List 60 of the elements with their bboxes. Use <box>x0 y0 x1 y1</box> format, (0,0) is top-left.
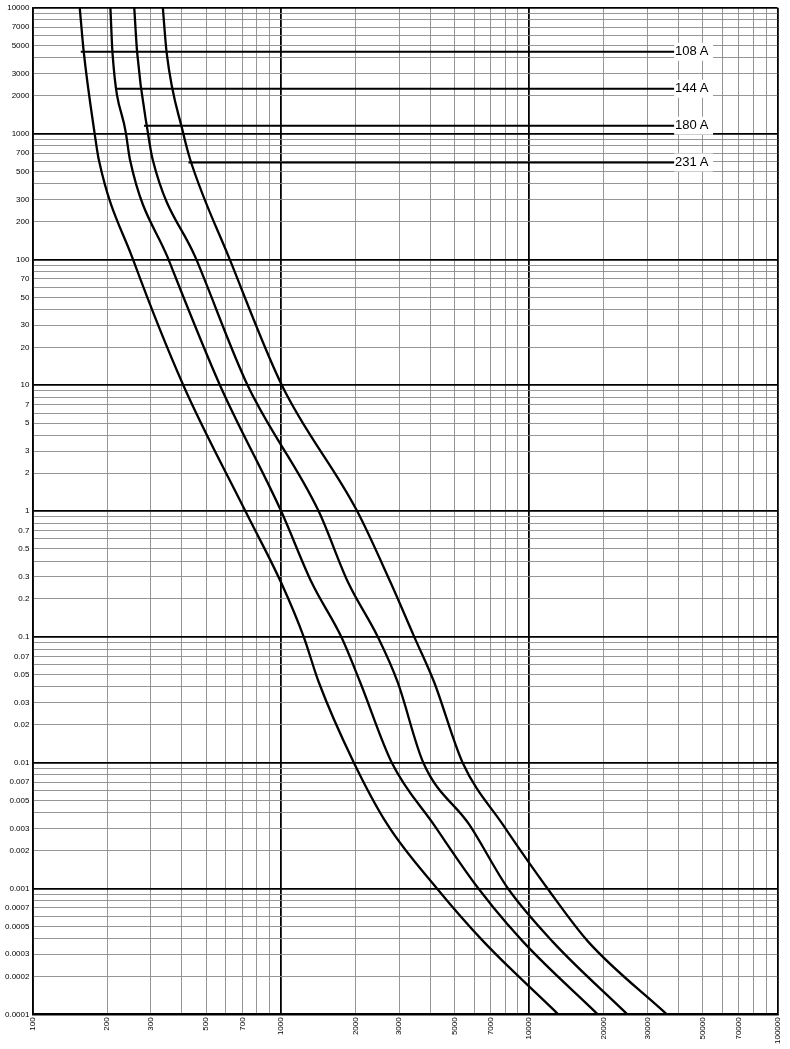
y-tick-label: 0.0002 <box>5 971 31 981</box>
x-tick-label: 50000 <box>697 1016 707 1040</box>
y-tick-label: 3 <box>25 446 31 456</box>
y-tick-label: 10000 <box>7 3 31 12</box>
y-tick-label: 0.03 <box>13 697 31 707</box>
y-tick-label: 0.01 <box>13 757 31 767</box>
x-tick-label: 100000 <box>772 1016 782 1045</box>
text: 108 A <box>675 43 709 59</box>
y-tick-label: 500 <box>16 166 31 176</box>
y-tick-label: 0.0005 <box>5 921 31 931</box>
text: 231 A <box>675 154 709 170</box>
x-tick-label: 70000 <box>734 1016 744 1040</box>
y-tick-label: 0.3 <box>18 572 31 582</box>
y-tick-label: 5 <box>25 418 31 428</box>
y-tick-label: 0.0001 <box>5 1009 31 1019</box>
y-tick-label: 700 <box>16 148 31 158</box>
y-tick-label: 50 <box>20 292 31 302</box>
x-tick-label: 30000 <box>642 1016 652 1040</box>
y-tick-label: 0.005 <box>9 795 31 805</box>
x-tick-label: 2000 <box>350 1016 360 1036</box>
y-tick-label: 2000 <box>11 90 31 100</box>
y-tick-label: 7000 <box>11 22 31 32</box>
x-tick-label: 200 <box>102 1016 112 1031</box>
x-tick-label: 500 <box>201 1016 211 1031</box>
y-tick-label: 0.0007 <box>5 903 31 913</box>
y-tick-label: 5000 <box>11 40 31 50</box>
y-tick-label: 200 <box>16 216 31 226</box>
y-tick-label: 0.0003 <box>5 949 31 959</box>
y-tick-label: 0.002 <box>9 845 31 855</box>
x-tick-label: 20000 <box>599 1016 609 1040</box>
x-tick-label: 5000 <box>449 1016 459 1036</box>
x-tick-label: 7000 <box>485 1016 495 1036</box>
text: 144 A <box>675 80 709 96</box>
y-tick-label: 70 <box>20 274 31 284</box>
y-tick-label: 1000 <box>11 128 31 138</box>
y-tick-label: 0.07 <box>13 651 31 661</box>
x-tick-label: 3000 <box>394 1016 404 1036</box>
y-tick-label: 0.02 <box>13 720 31 730</box>
y-tick-label: 3000 <box>11 68 31 78</box>
y-tick-label: 0.7 <box>18 525 31 535</box>
y-tick-label: 0.05 <box>13 669 31 679</box>
y-tick-label: 20 <box>20 342 31 352</box>
y-tick-label: 30 <box>20 320 31 330</box>
y-tick-label: 1 <box>25 506 31 516</box>
y-tick-label: 300 <box>16 194 31 204</box>
y-tick-label: 100 <box>16 254 31 264</box>
y-tick-label: 0.003 <box>9 823 31 833</box>
y-tick-label: 0.5 <box>18 544 31 554</box>
x-tick-label: 10000 <box>524 1016 534 1040</box>
y-tick-label: 0.1 <box>18 632 31 642</box>
y-tick-label: 7 <box>25 399 31 409</box>
x-tick-label: 300 <box>146 1016 156 1031</box>
x-tick-label: 1000 <box>275 1016 285 1036</box>
y-tick-label: 0.2 <box>18 594 31 604</box>
y-tick-label: 0.007 <box>9 777 31 787</box>
y-tick-label: 2 <box>25 468 31 478</box>
x-tick-label: 700 <box>237 1016 247 1031</box>
y-tick-label: 0.001 <box>9 883 31 893</box>
y-tick-label: 10 <box>20 380 31 390</box>
text: 180 A <box>675 117 709 133</box>
